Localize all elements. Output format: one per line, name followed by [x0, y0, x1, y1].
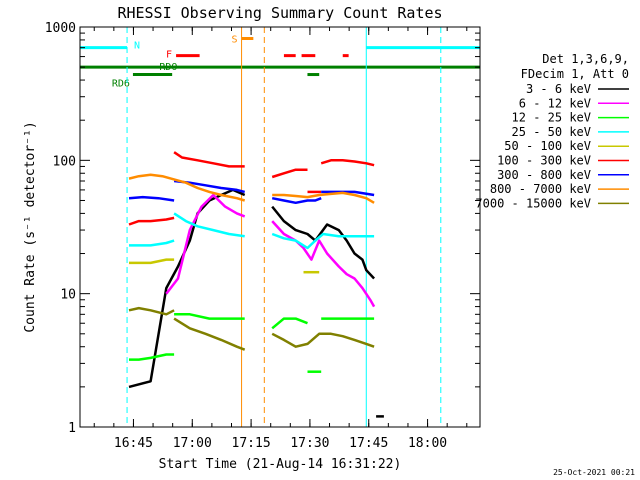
series-25-50-kev-segment-1: [173, 212, 245, 238]
series-800-7000-kev-segment-0: [128, 173, 246, 202]
plot-frame: [79, 26, 481, 428]
data-series: [128, 151, 384, 418]
series-6-12-kev-segment-0: [165, 193, 246, 295]
series-100-300-kev-segment-4: [320, 159, 375, 167]
legend-label-3-6-kev: 3 - 6 keV: [526, 82, 591, 96]
series-7000-15000-kev-segment-1: [173, 317, 246, 351]
series-50-100-kev: [129, 258, 320, 274]
flag-label-f: F: [166, 50, 172, 61]
series-50-100-kev-segment-0: [129, 258, 175, 265]
y-axis-label: Count Rate (s⁻¹ detector⁻¹): [23, 121, 38, 332]
y-axis-ticks: 1 10 100 1000: [45, 21, 480, 436]
series-7000-15000-kev-segment-0: [128, 306, 175, 316]
chart-title: RHESSI Observing Summary Count Rates: [117, 4, 442, 22]
legend-label-800-7000-kev: 800 - 7000 keV: [490, 182, 591, 196]
x-tick-label-0: 16:45: [114, 436, 153, 451]
x-tick-label-4: 17:45: [349, 436, 388, 451]
series-12-25-kev-segment-2: [271, 317, 308, 330]
series-300-800-kev-segment-2: [271, 196, 322, 205]
series-300-800-kev-segment-0: [128, 195, 175, 202]
y-tick-label-1: 10: [60, 288, 76, 303]
y-tick-label-3: 1000: [45, 21, 76, 36]
series-7000-15000-kev: [128, 306, 375, 351]
legend-label-50-100-kev: 50 - 100 keV: [504, 139, 591, 153]
x-tick-label-3: 17:30: [290, 436, 329, 451]
timestamp: 25-Oct-2021 00:21: [553, 468, 635, 477]
series-25-50-kev-segment-0: [129, 239, 175, 247]
series-7000-15000-kev-segment-2: [271, 332, 375, 348]
series-25-50-kev: [129, 212, 375, 250]
legend-label-6-12-kev: 6 - 12 keV: [519, 96, 591, 110]
legend-header-line-2: FDecim 1, Att 0: [521, 67, 629, 81]
series-800-7000-kev-segment-1: [272, 191, 375, 204]
series-3-6-kev: [128, 188, 384, 418]
x-tick-label-2: 17:15: [232, 436, 271, 451]
x-axis-label: Start Time (21-Aug-14 16:31:22): [159, 457, 402, 472]
series-300-800-kev-segment-3: [321, 190, 375, 197]
series-12-25-kev: [129, 313, 375, 373]
legend-label-300-800-kev: 300 - 800 keV: [497, 168, 591, 182]
series-100-300-kev: [128, 151, 375, 226]
flag-label-rdo: RDO: [159, 62, 177, 73]
series-25-50-kev-segment-2: [271, 232, 375, 250]
legend-label-100-300-kev: 100 - 300 keV: [497, 154, 591, 168]
legend: Det 1,3,6,9, FDecim 1, Att 0 3 - 6 keV6 …: [475, 52, 629, 210]
y-tick-label-2: 100: [53, 154, 76, 169]
legend-label-12-25-kev: 12 - 25 keV: [512, 111, 591, 125]
series-3-6-kev-segment-0: [128, 188, 246, 389]
series-12-25-kev-segment-1: [174, 313, 245, 320]
series-100-300-kev-segment-1: [173, 151, 245, 168]
x-tick-label-5: 18:00: [408, 436, 447, 451]
legend-label-25-50-kev: 25 - 50 keV: [512, 125, 591, 139]
legend-header-line-1: Det 1,3,6,9,: [542, 52, 629, 66]
series-3-6-kev-segment-1: [271, 205, 376, 280]
flag-label-n: N: [134, 41, 140, 52]
flag-label-s: S: [232, 34, 238, 45]
flag-label-rd6: RD6: [112, 79, 130, 90]
x-axis-ticks: 16:45 17:00 17:15 17:30 17:45 18:00: [93, 27, 468, 451]
series-100-300-kev-segment-2: [271, 168, 308, 179]
series-800-7000-kev: [128, 173, 375, 204]
y-tick-label-0: 1: [68, 421, 76, 436]
legend-label-7000-15000-kev: 7000 - 15000 keV: [475, 196, 591, 210]
x-tick-label-1: 17:00: [173, 436, 212, 451]
series-100-300-kev-segment-0: [128, 216, 175, 226]
series-12-25-kev-segment-0: [129, 353, 175, 361]
